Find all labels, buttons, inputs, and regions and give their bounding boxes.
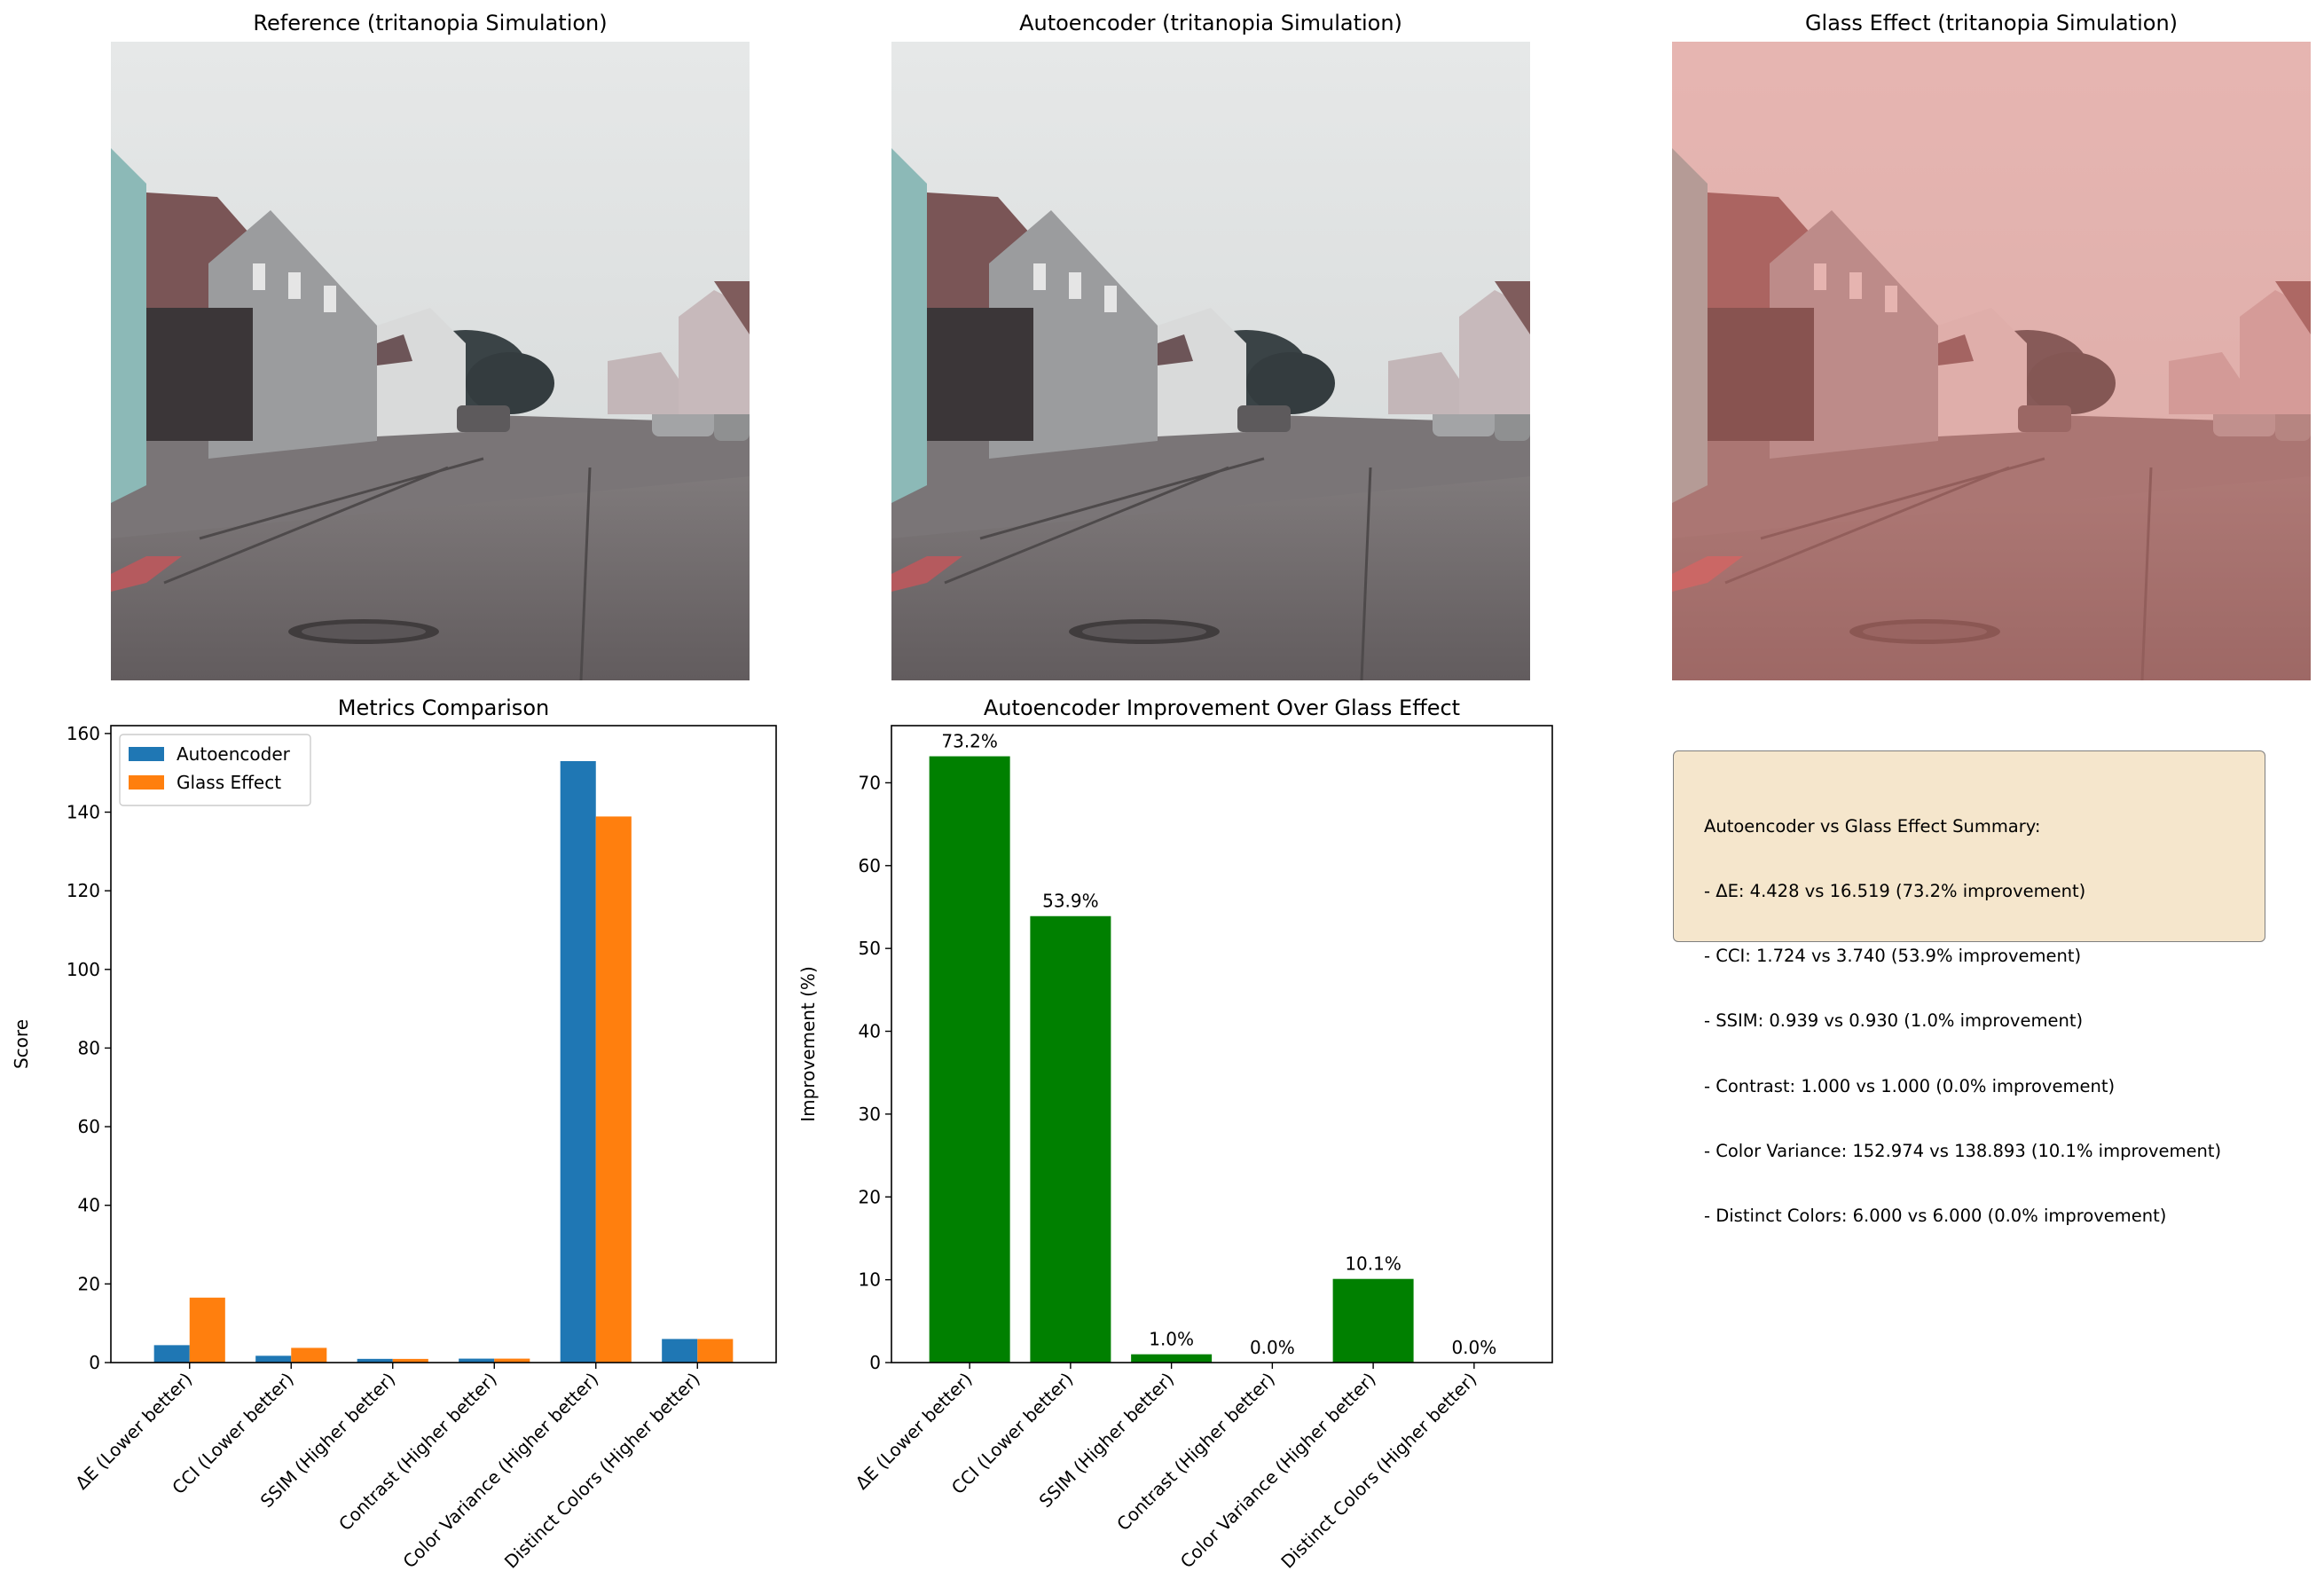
y-tick-label: 80 bbox=[78, 1037, 100, 1058]
bar-glass-effect bbox=[494, 1358, 530, 1363]
y-tick-label: 20 bbox=[859, 1186, 881, 1207]
y-tick-label: 160 bbox=[67, 723, 100, 744]
summary-line: - SSIM: 0.939 vs 0.930 (1.0% improvement… bbox=[1704, 1010, 2084, 1032]
red-tint-overlay bbox=[1672, 42, 2311, 680]
data-label: 10.1% bbox=[1345, 1253, 1401, 1275]
y-tick-label: 60 bbox=[78, 1116, 100, 1137]
summary-box: Autoencoder vs Glass Effect Summary: - Δ… bbox=[1673, 750, 2265, 1226]
y-tick-label: 40 bbox=[859, 1021, 881, 1042]
summary-line: - ΔE: 4.428 vs 16.519 (73.2% improvement… bbox=[1704, 881, 2086, 902]
y-axis-label: Improvement (%) bbox=[797, 966, 819, 1122]
legend-swatch bbox=[129, 775, 164, 790]
metrics-comparison-chart-title: Metrics Comparison bbox=[338, 695, 549, 720]
autoencoder-image bbox=[890, 40, 1532, 682]
data-label: 0.0% bbox=[1250, 1337, 1295, 1358]
data-label: 1.0% bbox=[1149, 1329, 1194, 1350]
bar-improvement bbox=[1030, 915, 1111, 1363]
summary-line: - Color Variance: 152.974 vs 138.893 (10… bbox=[1704, 1140, 2222, 1161]
data-label: 73.2% bbox=[941, 731, 998, 752]
bar-autoencoder bbox=[255, 1355, 292, 1363]
y-tick-label: 30 bbox=[859, 1104, 881, 1125]
street-scene-image bbox=[890, 40, 1532, 682]
y-tick-label: 140 bbox=[67, 802, 100, 823]
bar-autoencoder bbox=[662, 1339, 698, 1363]
glass-effect-image-title: Glass Effect (tritanopia Simulation) bbox=[1805, 11, 2178, 35]
x-tick-label: Distinct Colors (Higher better) bbox=[500, 1369, 704, 1573]
x-tick-label: Distinct Colors (Higher better) bbox=[1276, 1369, 1480, 1573]
bar-autoencoder bbox=[153, 1345, 190, 1363]
bar-improvement bbox=[1131, 1354, 1213, 1363]
data-label: 53.9% bbox=[1042, 891, 1099, 912]
improvement-chart: Autoencoder Improvement Over Glass Effec… bbox=[797, 695, 1553, 1573]
bar-glass-effect bbox=[291, 1347, 327, 1363]
improvement-chart-title: Autoencoder Improvement Over Glass Effec… bbox=[984, 695, 1460, 720]
bar-glass-effect bbox=[392, 1358, 428, 1363]
bar-improvement bbox=[1332, 1278, 1414, 1363]
y-tick-label: 20 bbox=[78, 1273, 100, 1294]
y-tick-label: 0 bbox=[89, 1352, 100, 1373]
autoencoder-image-title: Autoencoder (tritanopia Simulation) bbox=[1019, 11, 1402, 35]
y-tick-label: 10 bbox=[859, 1269, 881, 1291]
plot-frame bbox=[110, 725, 777, 1363]
summary-line: - Contrast: 1.000 vs 1.000 (0.0% improve… bbox=[1704, 1075, 2116, 1096]
legend-swatch bbox=[129, 747, 164, 761]
y-tick-label: 120 bbox=[67, 880, 100, 901]
street-scene-image bbox=[109, 40, 751, 682]
legend-box bbox=[119, 734, 311, 806]
y-tick-label: 0 bbox=[869, 1352, 881, 1373]
summary-line: - Distinct Colors: 6.000 vs 6.000 (0.0% … bbox=[1704, 1206, 2167, 1227]
bar-autoencoder bbox=[459, 1358, 495, 1363]
summary-heading: Autoencoder vs Glass Effect Summary: bbox=[1704, 815, 2041, 837]
y-tick-label: 70 bbox=[859, 772, 881, 793]
legend: Autoencoder Glass Effect bbox=[119, 734, 311, 806]
y-tick-label: 50 bbox=[859, 938, 881, 959]
summary-line: - CCI: 1.724 vs 3.740 (53.9% improvement… bbox=[1704, 946, 2082, 967]
reference-image bbox=[109, 40, 751, 682]
bar-glass-effect bbox=[595, 816, 632, 1363]
bar-glass-effect bbox=[189, 1297, 225, 1363]
bar-improvement bbox=[929, 756, 1010, 1363]
legend-label: Autoencoder bbox=[177, 743, 291, 765]
metrics-comparison-chart: Metrics Comparison020406080100120140160Δ… bbox=[11, 695, 777, 1573]
bar-glass-effect bbox=[697, 1339, 734, 1363]
x-tick-label: Color Variance (Higher better) bbox=[398, 1369, 602, 1573]
plot-frame bbox=[891, 725, 1553, 1363]
data-label: 0.0% bbox=[1451, 1337, 1496, 1358]
legend-label: Glass Effect bbox=[177, 772, 281, 793]
glass-effect-image bbox=[1670, 40, 2312, 682]
x-tick-label: Color Variance (Higher better) bbox=[1176, 1369, 1380, 1573]
bar-autoencoder bbox=[560, 761, 596, 1363]
bar-autoencoder bbox=[357, 1358, 393, 1363]
reference-image-title: Reference (tritanopia Simulation) bbox=[253, 11, 607, 35]
y-tick-label: 60 bbox=[859, 855, 881, 876]
y-axis-label: Score bbox=[11, 1019, 32, 1069]
y-tick-label: 40 bbox=[78, 1195, 100, 1216]
y-tick-label: 100 bbox=[67, 959, 100, 980]
